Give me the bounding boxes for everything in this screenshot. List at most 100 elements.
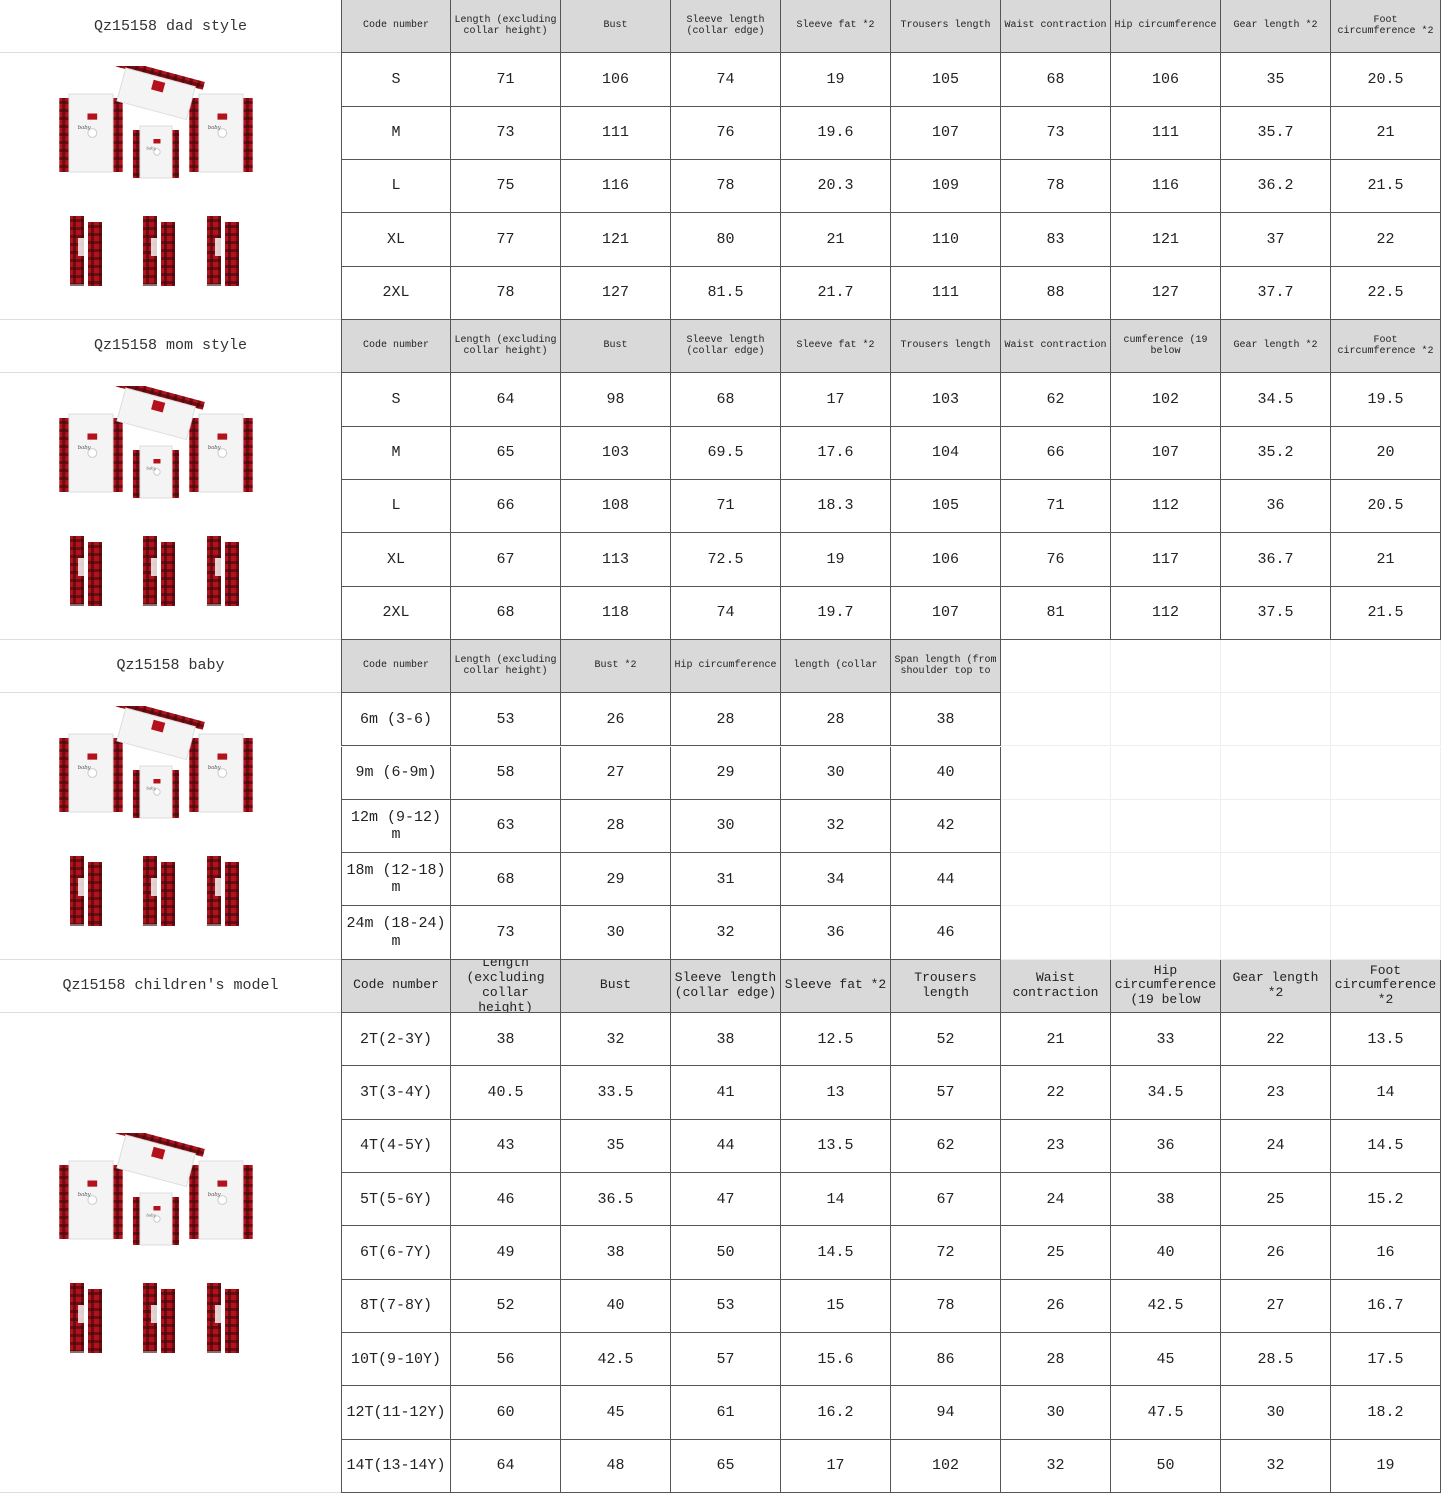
measurement-cell: 34.5 bbox=[1221, 373, 1331, 427]
measurement-cell: 43 bbox=[451, 1119, 561, 1174]
column-header: Foot circumference *2 bbox=[1331, 959, 1441, 1014]
measurement-cell: 72.5 bbox=[671, 533, 781, 587]
measurement-cell: 17 bbox=[781, 1439, 891, 1493]
svg-text:baby: baby bbox=[207, 125, 221, 131]
empty-cell bbox=[1111, 639, 1221, 694]
column-header: Sleeve length (collar edge) bbox=[671, 0, 781, 54]
measurement-cell: 19 bbox=[781, 53, 891, 107]
measurement-cell: 24 bbox=[1221, 1119, 1331, 1174]
measurement-cell: 15.6 bbox=[781, 1333, 891, 1387]
size-code-cell: 6m (3-6) bbox=[341, 693, 451, 747]
measurement-cell: 112 bbox=[1111, 586, 1221, 640]
measurement-cell: 81 bbox=[1001, 586, 1111, 640]
column-header: Sleeve fat *2 bbox=[781, 959, 891, 1014]
measurement-cell: 20.5 bbox=[1331, 53, 1441, 107]
measurement-cell: 47 bbox=[671, 1173, 781, 1227]
measurement-cell: 61 bbox=[671, 1386, 781, 1440]
section-title: Qz15158 baby bbox=[0, 639, 341, 694]
measurement-cell: 13.5 bbox=[781, 1119, 891, 1174]
measurement-cell: 106 bbox=[561, 53, 671, 107]
measurement-cell: 32 bbox=[671, 906, 781, 960]
pajama-set-illustration: baby baby baby bbox=[58, 386, 253, 607]
column-header: Bust bbox=[561, 0, 671, 54]
measurement-cell: 57 bbox=[671, 1333, 781, 1387]
measurement-cell: 26 bbox=[1001, 1279, 1111, 1334]
measurement-cell: 14 bbox=[781, 1173, 891, 1227]
measurement-cell: 56 bbox=[451, 1333, 561, 1387]
empty-cell bbox=[1111, 746, 1221, 800]
measurement-cell: 36.2 bbox=[1221, 159, 1331, 214]
section-title: Qz15158 children's model bbox=[0, 959, 341, 1014]
empty-cell bbox=[1331, 639, 1441, 694]
measurement-cell: 52 bbox=[451, 1279, 561, 1334]
column-header: Foot circumference *2 bbox=[1331, 319, 1441, 374]
column-header: Length (excluding collar height) bbox=[451, 639, 561, 694]
measurement-cell: 65 bbox=[671, 1439, 781, 1493]
empty-cell bbox=[1331, 746, 1441, 800]
measurement-cell: 22 bbox=[1001, 1066, 1111, 1120]
measurement-cell: 73 bbox=[1001, 106, 1111, 160]
measurement-cell: 19.7 bbox=[781, 586, 891, 640]
measurement-cell: 74 bbox=[671, 586, 781, 640]
measurement-cell: 68 bbox=[1001, 53, 1111, 107]
measurement-cell: 78 bbox=[671, 159, 781, 214]
measurement-cell: 38 bbox=[561, 1226, 671, 1280]
size-code-cell: 3T(3-4Y) bbox=[341, 1066, 451, 1120]
size-code-cell: S bbox=[341, 53, 451, 107]
column-header: Length (excluding collar height) bbox=[451, 0, 561, 54]
measurement-cell: 40 bbox=[1111, 1226, 1221, 1280]
measurement-cell: 53 bbox=[451, 693, 561, 747]
measurement-cell: 48 bbox=[561, 1439, 671, 1493]
empty-cell bbox=[1221, 799, 1331, 854]
measurement-cell: 44 bbox=[671, 1119, 781, 1174]
measurement-cell: 107 bbox=[891, 586, 1001, 640]
measurement-cell: 19 bbox=[781, 533, 891, 587]
empty-cell bbox=[1001, 746, 1111, 800]
section-title: Qz15158 dad style bbox=[0, 0, 341, 54]
size-code-cell: 5T(5-6Y) bbox=[341, 1173, 451, 1227]
size-code-cell: 10T(9-10Y) bbox=[341, 1333, 451, 1387]
measurement-cell: 29 bbox=[561, 853, 671, 907]
measurement-cell: 21 bbox=[781, 213, 891, 267]
measurement-cell: 16 bbox=[1331, 1226, 1441, 1280]
measurement-cell: 73 bbox=[451, 906, 561, 960]
measurement-cell: 17 bbox=[781, 373, 891, 427]
measurement-cell: 62 bbox=[891, 1119, 1001, 1174]
column-header: Code number bbox=[341, 319, 451, 374]
measurement-cell: 66 bbox=[451, 479, 561, 534]
svg-text:baby: baby bbox=[146, 1212, 156, 1217]
measurement-cell: 28 bbox=[671, 693, 781, 747]
measurement-cell: 27 bbox=[1221, 1279, 1331, 1334]
column-header: cumference (19 below bbox=[1111, 319, 1221, 374]
measurement-cell: 30 bbox=[1221, 1386, 1331, 1440]
measurement-cell: 68 bbox=[451, 853, 561, 907]
measurement-cell: 60 bbox=[451, 1386, 561, 1440]
measurement-cell: 49 bbox=[451, 1226, 561, 1280]
measurement-cell: 34.5 bbox=[1111, 1066, 1221, 1120]
measurement-cell: 47.5 bbox=[1111, 1386, 1221, 1440]
column-header: Sleeve fat *2 bbox=[781, 0, 891, 54]
measurement-cell: 14 bbox=[1331, 1066, 1441, 1120]
measurement-cell: 45 bbox=[561, 1386, 671, 1440]
measurement-cell: 38 bbox=[671, 1013, 781, 1067]
measurement-cell: 68 bbox=[671, 373, 781, 427]
column-header: Code number bbox=[341, 0, 451, 54]
family-pajama-set-image: baby baby baby bbox=[0, 53, 341, 320]
column-header: Gear length *2 bbox=[1221, 319, 1331, 374]
measurement-cell: 17.6 bbox=[781, 426, 891, 480]
measurement-cell: 20.3 bbox=[781, 159, 891, 214]
svg-text:baby: baby bbox=[146, 146, 156, 151]
svg-text:baby: baby bbox=[77, 765, 91, 771]
measurement-cell: 36 bbox=[1221, 479, 1331, 534]
pajama-set-illustration: baby baby baby bbox=[58, 66, 253, 287]
measurement-cell: 32 bbox=[781, 799, 891, 854]
measurement-cell: 22 bbox=[1331, 213, 1441, 267]
column-header: Trousers length bbox=[891, 319, 1001, 374]
section-title: Qz15158 mom style bbox=[0, 319, 341, 374]
size-code-cell: 8T(7-8Y) bbox=[341, 1279, 451, 1334]
measurement-cell: 104 bbox=[891, 426, 1001, 480]
size-code-cell: M bbox=[341, 106, 451, 160]
measurement-cell: 14.5 bbox=[1331, 1119, 1441, 1174]
size-code-cell: 9m (6-9m) bbox=[341, 746, 451, 800]
measurement-cell: 37.5 bbox=[1221, 586, 1331, 640]
